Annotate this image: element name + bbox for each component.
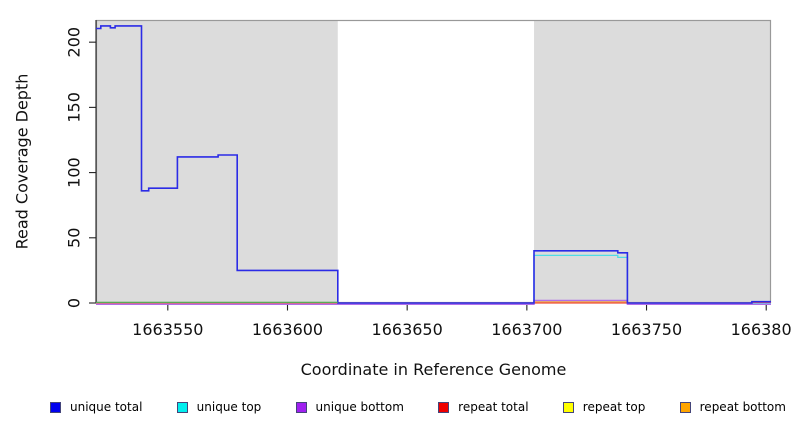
legend-swatch-icon [562, 401, 574, 413]
y-axis: 0 50 100 150 200 [65, 20, 97, 308]
legend-swatch-icon [176, 401, 188, 413]
y-tick-label: 0 [65, 298, 84, 308]
x-axis: 1663550 1663600 1663650 1663700 1663750 16638… [132, 303, 792, 339]
y-tick-label: 50 [65, 228, 84, 248]
legend-label: repeat total [458, 400, 529, 414]
legend-item-unique-total: unique total [50, 400, 142, 414]
x-tick-label: 1663650 [372, 320, 443, 339]
shaded-repeat-region-left [96, 20, 338, 303]
legend: unique total unique top unique bottom repea… [50, 395, 786, 419]
x-tick-label: 1663600 [252, 320, 323, 339]
legend-label: unique bottom [315, 400, 404, 414]
legend-label: unique top [196, 400, 262, 414]
y-tick-label: 100 [65, 157, 84, 188]
shaded-repeat-region-right [534, 20, 771, 303]
legend-item-repeat-top: repeat top [562, 400, 646, 414]
x-tick-label: 1663750 [611, 320, 682, 339]
x-tick-label: 1663800 [731, 320, 792, 339]
y-tick-label: 150 [65, 92, 84, 123]
legend-item-unique-top: unique top [176, 400, 262, 414]
legend-label: repeat top [582, 400, 646, 414]
x-tick-label: 1663550 [132, 320, 203, 339]
legend-swatch-icon [295, 401, 307, 413]
legend-item-unique-bottom: unique bottom [295, 400, 404, 414]
y-tick-label: 200 [65, 27, 84, 58]
legend-item-repeat-bottom: repeat bottom [679, 400, 786, 414]
legend-swatch-icon [50, 401, 61, 413]
legend-swatch-icon [679, 401, 691, 413]
legend-label: unique total [70, 400, 143, 414]
legend-item-repeat-total: repeat total [438, 400, 529, 414]
series-line-unique-bottom [96, 299, 771, 305]
x-tick-label: 1663700 [491, 320, 562, 339]
series-line-unique-total [96, 25, 771, 304]
legend-label: repeat bottom [699, 400, 786, 414]
legend-swatch-icon [438, 401, 450, 413]
